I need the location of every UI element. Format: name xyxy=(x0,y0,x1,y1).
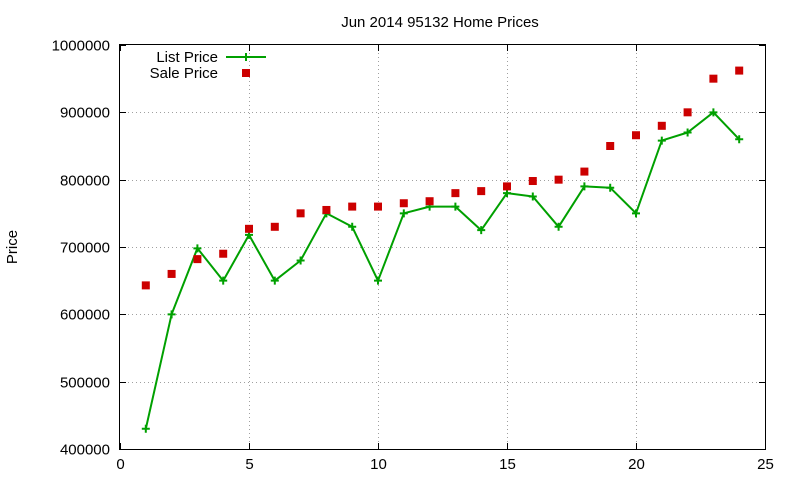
list-price-point xyxy=(606,183,615,192)
legend-plus-marker xyxy=(242,53,250,61)
list-price-point xyxy=(193,244,202,253)
sale-price-point xyxy=(425,197,434,206)
sale-price-point xyxy=(580,167,589,176)
grid xyxy=(120,45,765,449)
sale-price-point xyxy=(167,269,176,278)
series-0 xyxy=(141,108,744,433)
list-price-point xyxy=(399,209,408,218)
list-price-point xyxy=(554,222,563,231)
sale-price-point xyxy=(374,202,382,211)
y-tick-label: 900000 xyxy=(60,105,110,122)
list-price-point xyxy=(167,310,176,319)
x-tick-label: 0 xyxy=(116,456,124,473)
list-price-point xyxy=(477,226,486,235)
y-tick-label: 400000 xyxy=(60,442,110,459)
y-tick-label: 500000 xyxy=(60,375,110,392)
list-price-point xyxy=(657,136,666,145)
x-tick-label: 10 xyxy=(370,456,387,473)
sale-price-point xyxy=(632,131,640,140)
sale-price-point xyxy=(348,202,357,211)
sale-price-point xyxy=(528,177,537,186)
axis-ticks: 0 5 10 15 20 25 400000 500000 600000 700000 800000… xyxy=(52,38,774,474)
x-tick-label: 20 xyxy=(628,456,645,473)
sale-price-point xyxy=(219,249,228,258)
y-tick-label: 700000 xyxy=(60,240,110,257)
x-tick-label: 25 xyxy=(757,456,774,473)
list-price-point xyxy=(219,276,228,285)
x-tick-label: 15 xyxy=(499,456,516,473)
list-price-point xyxy=(141,424,150,433)
list-price-point xyxy=(683,128,692,137)
sale-price-point xyxy=(141,281,150,290)
sale-price-point xyxy=(270,222,279,231)
list-price-point xyxy=(735,135,744,144)
sale-price-point xyxy=(296,209,305,218)
legend-square-marker xyxy=(242,69,250,77)
list-price-point xyxy=(632,209,640,218)
list-price-point xyxy=(270,276,279,285)
sale-price-point xyxy=(735,66,744,75)
series xyxy=(141,66,744,433)
y-tick-label: 800000 xyxy=(60,173,110,190)
sale-price-point xyxy=(503,182,511,191)
series-1 xyxy=(141,66,744,290)
list-price-point xyxy=(528,192,537,201)
list-price-point xyxy=(503,189,511,198)
sale-price-point xyxy=(322,205,331,214)
list-price-point xyxy=(348,222,357,231)
plot-frame xyxy=(119,44,766,450)
sale-price-point xyxy=(245,224,253,233)
legend-label: Sale Price xyxy=(150,65,218,82)
y-tick-label: 600000 xyxy=(60,307,110,324)
list-price-point xyxy=(296,256,305,265)
list-price-point xyxy=(451,202,460,211)
legend-label: List Price xyxy=(156,49,218,66)
sale-price-point xyxy=(554,175,563,184)
sale-price-point xyxy=(477,187,486,196)
sale-price-point xyxy=(657,121,666,130)
sale-price-point xyxy=(193,255,202,264)
x-tick-label: 5 xyxy=(245,456,253,473)
list-price-point xyxy=(709,108,718,117)
sale-price-point xyxy=(683,108,692,117)
y-tick-label: 1000000 xyxy=(52,38,110,55)
chart-title: Jun 2014 95132 Home Prices xyxy=(341,14,539,31)
list-price-point xyxy=(374,276,382,285)
list-price-line xyxy=(144,111,740,430)
list-price-point xyxy=(580,182,589,191)
sale-price-point xyxy=(451,189,460,198)
sale-price-point xyxy=(606,142,615,150)
sale-price-point xyxy=(709,74,718,83)
y-axis-label: Price xyxy=(4,230,21,264)
sale-price-point xyxy=(399,199,408,208)
